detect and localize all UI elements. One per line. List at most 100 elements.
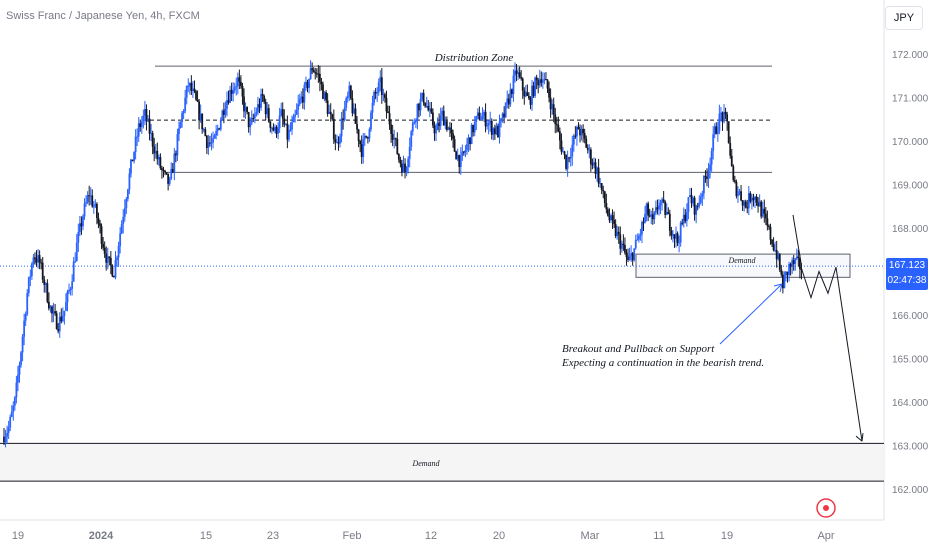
candle-body xyxy=(531,85,533,105)
candle-body xyxy=(77,231,80,243)
candle-body xyxy=(695,205,698,215)
candle-body xyxy=(503,113,506,117)
candle-body xyxy=(614,224,617,237)
demand-lower-band xyxy=(0,443,884,482)
candle-body xyxy=(174,153,177,156)
candle-body xyxy=(17,374,19,383)
candle-body xyxy=(568,157,571,159)
bar-countdown-label: 02:47:38 xyxy=(887,275,927,286)
candle-body xyxy=(238,77,241,82)
y-tick-label: 170.000 xyxy=(892,137,929,148)
candle-body xyxy=(289,129,292,131)
candle-body xyxy=(546,79,549,89)
candle-body xyxy=(647,203,650,216)
candle-body xyxy=(257,104,259,113)
candle-body xyxy=(244,106,247,112)
candle-body xyxy=(294,114,297,117)
candle-body xyxy=(357,129,360,142)
candle-body xyxy=(96,203,98,218)
y-tick-label: 172.000 xyxy=(892,50,929,61)
candle-body xyxy=(589,149,592,165)
candle-body xyxy=(23,320,26,337)
candle-body xyxy=(545,79,547,81)
x-tick-label: 12 xyxy=(425,530,437,542)
candle-body xyxy=(517,72,519,74)
candle-body xyxy=(469,137,471,145)
candle-body xyxy=(44,283,47,285)
candle-body xyxy=(394,138,397,140)
candle-body xyxy=(181,113,183,123)
current-price-tag: 167.123 02:47:38 xyxy=(886,258,928,290)
x-tick-label: 19 xyxy=(721,530,733,542)
candle-body xyxy=(157,157,160,160)
candle-body xyxy=(153,146,156,154)
candle-body xyxy=(483,111,485,117)
candle-body xyxy=(603,191,606,204)
candle-body xyxy=(757,202,759,207)
candle-body xyxy=(288,129,290,140)
candle-body xyxy=(128,173,131,190)
candle-body xyxy=(740,191,742,201)
candle-body xyxy=(286,123,289,140)
candle-body xyxy=(391,133,394,140)
candle-body xyxy=(215,131,218,136)
candle-body xyxy=(658,205,660,210)
candle-body xyxy=(641,222,643,235)
candle-body xyxy=(281,109,284,119)
candle-body xyxy=(543,79,546,81)
candle-body xyxy=(605,203,608,210)
candle-body xyxy=(297,104,300,110)
candle-body xyxy=(68,290,70,292)
candle-body xyxy=(24,314,27,321)
candle-body xyxy=(599,183,602,185)
candle-body xyxy=(65,302,67,311)
candle-body xyxy=(729,143,732,156)
candle-body xyxy=(176,134,179,156)
candle-body xyxy=(501,113,504,119)
candle-body xyxy=(52,311,55,314)
candle-body xyxy=(698,202,701,206)
candle-body xyxy=(195,91,197,100)
candle-body xyxy=(428,108,431,111)
candle-body xyxy=(131,159,134,162)
candle-body xyxy=(459,155,462,168)
candle-body xyxy=(278,115,281,129)
candle-body xyxy=(12,405,15,412)
candle-body xyxy=(159,157,162,169)
candle-body xyxy=(210,142,213,144)
candle-body xyxy=(611,215,614,221)
candle-body xyxy=(679,222,682,243)
candle-body xyxy=(476,112,479,117)
candle-body xyxy=(625,252,628,258)
currency-button[interactable]: JPY xyxy=(885,6,923,30)
candle-body xyxy=(164,170,166,173)
candle-body xyxy=(716,131,719,134)
candle-body xyxy=(15,382,18,398)
candle-body xyxy=(504,102,507,117)
candle-body xyxy=(114,260,117,278)
candle-body xyxy=(421,92,423,100)
candle-body xyxy=(579,129,581,136)
candle-body xyxy=(455,151,458,160)
time-axis[interactable]: 19 2024 15 23 Feb 12 20 Mar 11 19 Apr xyxy=(12,530,835,542)
candle-body xyxy=(653,212,656,220)
candle-body xyxy=(549,97,552,110)
candle-body xyxy=(353,108,355,114)
candle-body xyxy=(651,214,654,220)
candle-body xyxy=(305,82,307,85)
candle-body xyxy=(737,192,739,197)
candle-body xyxy=(243,96,245,112)
candle-body xyxy=(692,197,694,204)
candle-body xyxy=(752,197,755,200)
candle-body xyxy=(108,256,111,258)
candle-body xyxy=(715,126,718,134)
candle-body xyxy=(205,135,208,148)
candle-body xyxy=(325,92,327,101)
candle-body xyxy=(40,262,43,264)
candle-body xyxy=(21,336,24,353)
candle-body xyxy=(600,183,603,191)
candle-body xyxy=(768,225,770,227)
candle-body xyxy=(574,135,577,137)
